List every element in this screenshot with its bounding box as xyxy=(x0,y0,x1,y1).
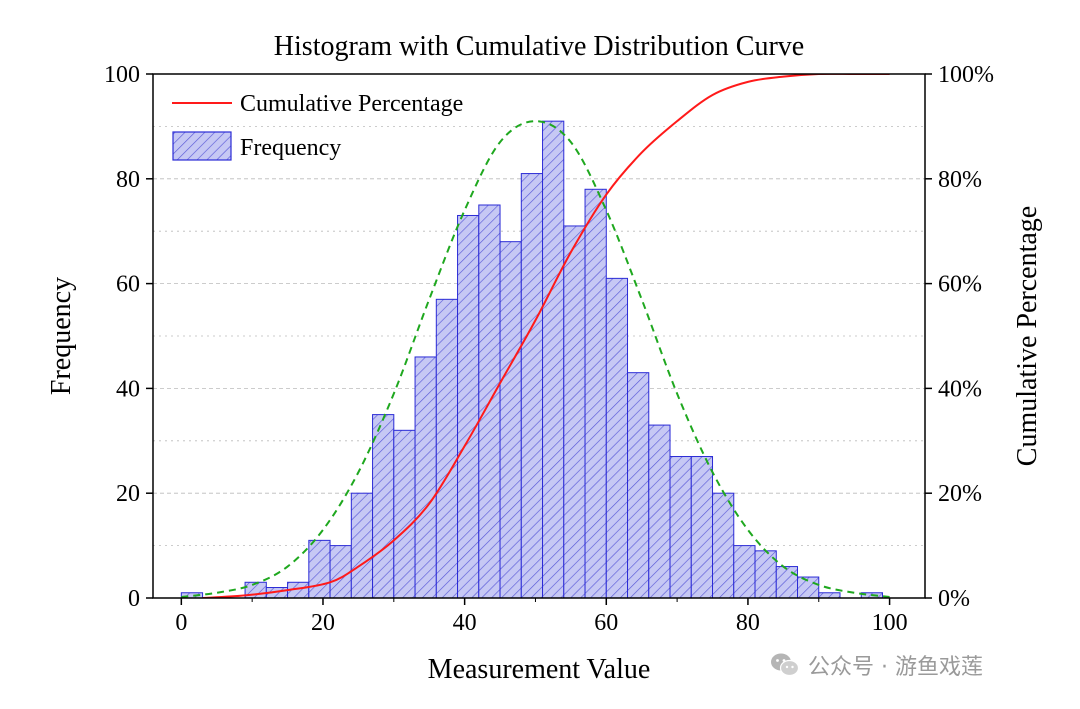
histogram-bar xyxy=(308,539,331,598)
histogram-bar xyxy=(180,592,204,598)
x-tick-label: 80 xyxy=(736,610,760,636)
legend: Cumulative Percentage Frequency xyxy=(172,91,463,161)
y-axis-label: Frequency xyxy=(46,277,77,395)
histogram-bar xyxy=(372,414,395,598)
watermark: 公众号 · 游鱼戏莲 xyxy=(770,648,983,682)
y2-axis-ticks: 0% 20% 40% 60% 80% 100% xyxy=(925,62,994,612)
legend-bar-swatch xyxy=(172,131,232,161)
y2-tick-label: 60% xyxy=(938,272,982,298)
histogram-bar xyxy=(627,372,650,598)
x-tick-label: 20 xyxy=(311,610,335,636)
histogram-bar xyxy=(329,545,352,598)
legend-label-cumulative: Cumulative Percentage xyxy=(240,91,463,117)
histogram-bar xyxy=(775,566,799,598)
y-tick-label: 80 xyxy=(116,167,140,193)
histogram-bar xyxy=(499,241,522,598)
histogram-bar xyxy=(457,214,480,598)
y-tick-label: 100 xyxy=(104,62,140,88)
cumulative-percentage-curve xyxy=(202,74,890,598)
y2-tick-label: 20% xyxy=(938,481,982,507)
histogram-bar xyxy=(350,492,374,598)
y2-tick-label: 80% xyxy=(938,167,982,193)
histogram-bar xyxy=(393,429,416,598)
chart-title: Histogram with Cumulative Distribution C… xyxy=(274,31,804,62)
histogram-bar xyxy=(669,456,692,598)
x-tick-label: 0 xyxy=(175,610,187,636)
y2-axis-label: Cumulative Percentage xyxy=(1012,206,1043,466)
y2-tick-label: 0% xyxy=(938,586,970,612)
x-axis-label: Measurement Value xyxy=(428,654,651,685)
y-tick-label: 0 xyxy=(128,586,140,612)
histogram-bar xyxy=(733,545,756,598)
wechat-icon xyxy=(771,653,800,677)
histogram-bar xyxy=(712,492,735,598)
legend-label-frequency: Frequency xyxy=(240,135,341,161)
histogram-bars xyxy=(180,120,884,598)
histogram-bar xyxy=(435,298,459,598)
y-tick-label: 40 xyxy=(116,376,140,402)
watermark-text: 公众号 · 游鱼戏莲 xyxy=(808,655,983,680)
x-axis-ticks: 0 20 40 60 80 100 xyxy=(175,598,908,636)
y-tick-label: 20 xyxy=(116,481,140,507)
x-tick-label: 60 xyxy=(594,610,618,636)
histogram-bar xyxy=(690,456,714,598)
plot-frame xyxy=(152,73,926,599)
normal-fit-curve xyxy=(181,120,890,598)
histogram-bar xyxy=(584,188,607,598)
histogram-bar xyxy=(605,277,629,598)
y2-tick-label: 40% xyxy=(938,376,982,402)
x-tick-label: 40 xyxy=(453,610,477,636)
x-tick-label: 100 xyxy=(872,610,908,636)
y2-tick-label: 100% xyxy=(938,62,994,88)
y-tick-label: 60 xyxy=(116,272,140,298)
histogram-bar xyxy=(414,356,437,598)
histogram-bar xyxy=(818,592,841,598)
histogram-bar xyxy=(648,424,671,598)
histogram-bar xyxy=(542,120,565,598)
histogram-bar xyxy=(563,225,586,598)
y-axis-ticks: 0 20 40 60 80 100 xyxy=(104,62,153,612)
histogram-bar xyxy=(520,173,544,598)
